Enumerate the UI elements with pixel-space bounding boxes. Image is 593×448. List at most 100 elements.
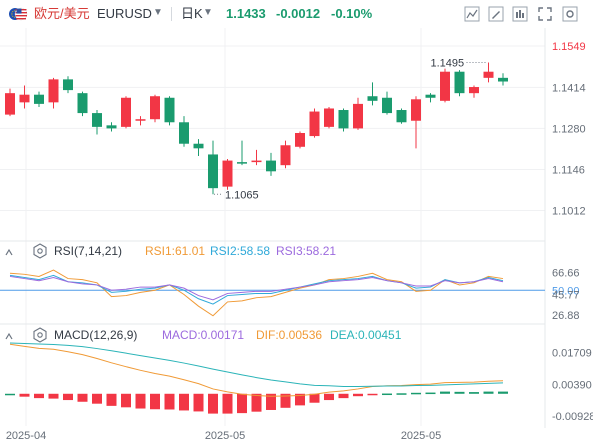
candle-body <box>382 97 392 114</box>
pair-name[interactable]: 欧元/美元 <box>34 6 90 21</box>
candle <box>469 85 479 98</box>
candle-body <box>498 77 508 82</box>
candle-body <box>469 87 479 94</box>
macd-histogram-bar <box>338 393 349 399</box>
rsi-panel <box>0 269 545 317</box>
rsi2-value: RSI2:58.58 <box>210 244 270 258</box>
candle-body <box>280 145 291 166</box>
candle <box>179 116 189 147</box>
symbol-code[interactable]: EURUSD <box>97 6 152 21</box>
macd-histogram-bar <box>454 391 465 394</box>
candle-body <box>19 94 30 103</box>
macd-histogram-bar <box>19 393 30 397</box>
candle <box>208 140 218 195</box>
rsi-series-line <box>9 275 504 301</box>
candle <box>396 108 407 124</box>
candle-body <box>179 122 189 144</box>
macd-histogram-bar <box>396 393 407 395</box>
candle-body <box>222 160 233 187</box>
macd-histogram-bar <box>48 393 59 399</box>
candle <box>48 77 59 109</box>
macd-histogram-bar <box>498 391 508 394</box>
period-dropdown-icon[interactable]: ▼ <box>203 7 213 18</box>
header-bar: 欧元/美元 EURUSD ▼ 日K ▼ 1.1433 -0.0012 -0.10… <box>0 0 593 28</box>
macd-histogram-bar <box>324 393 334 401</box>
macd-histogram-bar <box>106 393 117 406</box>
candle <box>222 159 233 190</box>
candle <box>295 131 305 149</box>
high-price-label: 1.1495 <box>431 58 465 70</box>
macd-histogram-bar <box>179 393 189 411</box>
macd-histogram-bar <box>309 393 320 403</box>
macd-histogram-bar <box>5 393 15 396</box>
candle-body <box>483 71 494 78</box>
macd-histogram-bar <box>483 391 494 394</box>
candle <box>280 140 291 169</box>
candle <box>454 70 465 97</box>
price-change: -0.0012 <box>276 6 321 21</box>
macd-histogram-bar <box>440 391 450 394</box>
rsi-settings-icon[interactable] <box>33 243 47 259</box>
candle <box>92 110 102 135</box>
price-tick-label: 1.1549 <box>552 41 586 53</box>
date-tick-label: 2025-05 <box>401 430 441 442</box>
macd-tick-label: 0.00390 <box>552 379 592 391</box>
candle-body <box>92 113 102 127</box>
collapse-icon[interactable] <box>5 332 13 340</box>
candle <box>324 106 334 129</box>
candle <box>193 139 204 156</box>
macd-panel <box>5 342 508 414</box>
macd-histogram-bar <box>367 393 378 396</box>
macd-histogram-bar <box>237 393 247 414</box>
candle <box>237 140 247 166</box>
rsi-tick-label: 66.66 <box>552 268 580 280</box>
price-tick-label: 1.1012 <box>552 206 586 218</box>
macd-histogram-bar <box>193 393 204 412</box>
symbol-dropdown-icon[interactable]: ▼ <box>153 7 163 18</box>
rsi-axis: 66.66 50.0045.77 26.88 <box>552 268 580 322</box>
candle <box>498 73 508 86</box>
macd-histogram-bar <box>222 393 233 414</box>
candle <box>411 96 421 149</box>
settings-icon[interactable] <box>562 6 578 22</box>
period-selector[interactable]: 日K <box>181 6 203 21</box>
macd-histogram-bar <box>63 393 73 401</box>
draw-pen-icon[interactable] <box>488 6 504 22</box>
candle <box>251 149 262 166</box>
candle-body <box>440 71 450 101</box>
candle <box>135 116 146 126</box>
rsi1-value: RSI1:61.01 <box>145 244 205 258</box>
candle-body <box>237 162 247 164</box>
candle-body <box>266 160 276 172</box>
candle <box>164 96 175 126</box>
candle <box>353 97 363 130</box>
macd-settings-icon[interactable] <box>33 327 47 343</box>
candle <box>63 76 73 94</box>
candle-body <box>34 94 44 104</box>
eu-us-flag-icon <box>9 7 28 21</box>
collapse-icon[interactable] <box>5 248 13 256</box>
candle-body <box>251 160 262 163</box>
candle-body <box>164 97 175 123</box>
macd-tick-label: -0.00928 <box>552 411 593 423</box>
rsi-tick-label: 26.88 <box>552 310 580 322</box>
dif-line <box>9 343 504 397</box>
macd-histogram-bar <box>77 393 88 402</box>
expand-icon[interactable] <box>537 6 553 22</box>
candle <box>5 88 15 117</box>
compare-bars-icon[interactable] <box>512 6 528 22</box>
candle-body <box>454 71 465 94</box>
rsi-tick-label: 50.00 <box>552 285 580 297</box>
candle <box>150 94 160 123</box>
indicator-icon[interactable] <box>464 6 480 22</box>
candle-body <box>106 125 117 129</box>
price-tick-label: 1.1146 <box>552 164 585 176</box>
chart-canvas[interactable]: 1.1549 1.1414 1.1280 1.1146 1.1012 1.1495 1.… <box>0 28 593 448</box>
macd-histogram-bar <box>469 392 479 394</box>
divider <box>171 7 172 21</box>
candle <box>266 152 276 176</box>
date-tick-label: 2025-05 <box>205 430 245 442</box>
candle <box>19 85 30 109</box>
dea-value: DEA:0.00451 <box>330 328 402 342</box>
